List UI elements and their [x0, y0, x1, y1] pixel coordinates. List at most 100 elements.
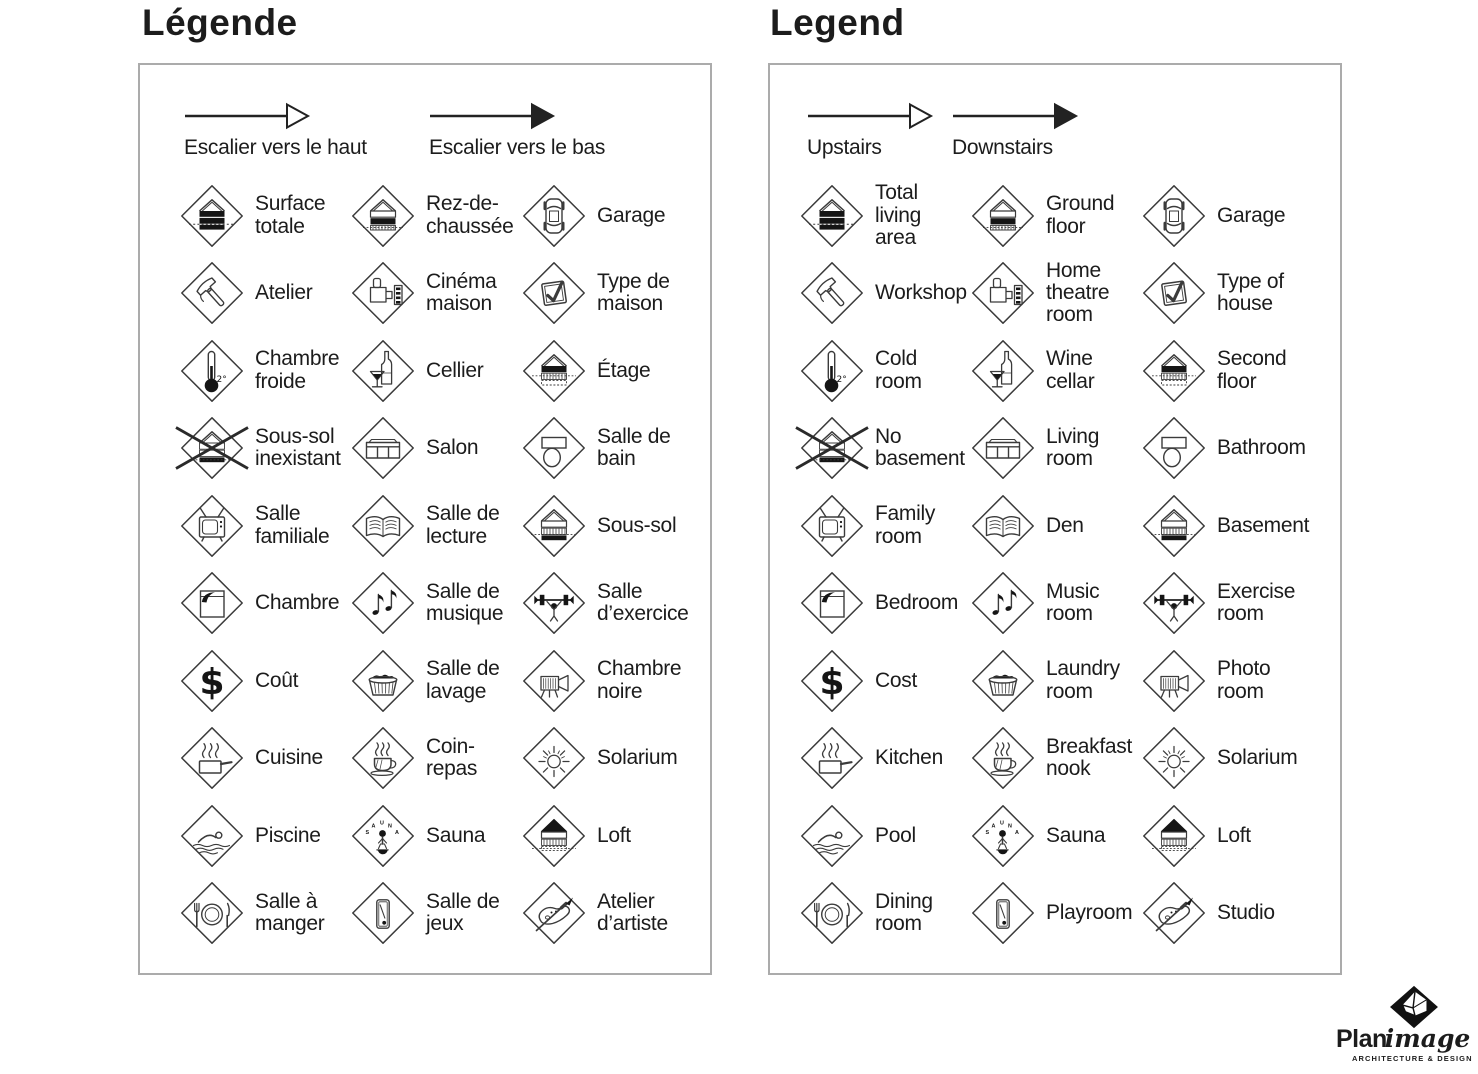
- legend-item-label: Rez-de- chaussée: [426, 192, 514, 238]
- basement-icon: [523, 494, 585, 557]
- legend-item-label: Total living area: [875, 181, 922, 249]
- legend-item-dining-room: Salle à manger: [180, 881, 351, 945]
- legend-item-label: Salle familiale: [255, 502, 330, 548]
- legend-item-label: Salle d’exercice: [597, 579, 689, 626]
- legend-item-laundry-room: Laundry room: [971, 649, 1142, 713]
- legend-item-exercise-room: Exercise room: [1142, 571, 1328, 635]
- legend-item-loft: Loft: [1142, 804, 1328, 868]
- legend-item-breakfast-nook: Breakfast nook: [971, 726, 1142, 790]
- legend-item-label: Salon: [426, 436, 479, 460]
- legend-item-label: Piscine: [255, 823, 321, 847]
- sauna-icon: [972, 804, 1034, 867]
- legend-item-bathroom: Salle de bain: [522, 416, 708, 480]
- legend-item-family-room: Family room: [800, 494, 971, 558]
- legend-item-sauna: Sauna: [971, 804, 1142, 868]
- photo-room-icon: [1143, 649, 1205, 712]
- legend-item-label: Ground floor: [1046, 192, 1115, 238]
- legend-item-house-type: Type de maison: [522, 261, 708, 325]
- sauna-icon: [352, 804, 414, 867]
- bathroom-icon: [523, 417, 585, 480]
- legend-item-label: Solarium: [1217, 746, 1298, 770]
- legend-item-label: Wine cellar: [1046, 347, 1095, 393]
- legend-item-label: Atelier: [255, 281, 313, 305]
- legend-item-label: Chambre noire: [597, 657, 682, 703]
- stairs-up-legend-entry: Escalier vers le haut: [184, 101, 367, 160]
- legend-item-house-type: Type of house: [1142, 261, 1328, 325]
- stairs-down-legend-entry: Escalier vers le bas: [429, 101, 605, 160]
- legend-item-music-room: Salle de musique: [351, 571, 522, 635]
- legend-item-bedroom: Chambre: [180, 571, 351, 635]
- pool-icon: [801, 804, 863, 867]
- legend-item-label: Bedroom: [875, 591, 959, 615]
- kitchen-icon: [801, 727, 863, 790]
- legend-item-exercise-room: Salle d’exercice: [522, 571, 708, 635]
- stairs-down-arrow-icon: [953, 102, 1079, 130]
- second-floor-icon: [1143, 339, 1205, 402]
- laundry-room-icon: [972, 649, 1034, 712]
- legend-item-cost: Coût: [180, 649, 351, 713]
- legend-item-wine-cellar: Cellier: [351, 339, 522, 403]
- no-basement-icon: [794, 417, 870, 480]
- stairs-down-label: Downstairs: [952, 136, 1053, 159]
- legend-item-label: Étage: [597, 358, 651, 382]
- legend-item-label: Breakfast nook: [1046, 734, 1133, 781]
- planimage-mark-icon: [1390, 985, 1438, 1029]
- solarium-icon: [523, 727, 585, 790]
- home-theatre-icon: [352, 262, 414, 325]
- legende-grid: Surface totale Rez-de- chaussée Garage Atel…: [174, 177, 708, 952]
- legend-item-playroom: Playroom: [971, 881, 1142, 945]
- legend-item-label: Type of house: [1217, 269, 1284, 316]
- legend-item-dining-room: Dining room: [800, 881, 971, 945]
- family-room-icon: [181, 494, 243, 557]
- cold-room-icon: [801, 339, 863, 402]
- legend-item-den: Den: [971, 494, 1142, 558]
- legend-item-pool: Pool: [800, 804, 971, 868]
- ground-floor-icon: [972, 184, 1034, 247]
- legend-item-label: Cellier: [426, 358, 484, 382]
- legend-item-studio: Atelier d’artiste: [522, 881, 708, 945]
- legend-item-label: Salle de musique: [426, 579, 504, 626]
- legend-item-label: Salle de jeux: [426, 889, 500, 936]
- legend-item-cold-room: Chambre froide: [180, 339, 351, 403]
- playroom-icon: [972, 882, 1034, 945]
- music-room-icon: [352, 572, 414, 635]
- legend-item-ground-floor: Rez-de- chaussée: [351, 184, 522, 248]
- legend-item-label: Workshop: [875, 281, 967, 305]
- legend-item-label: No basement: [875, 424, 965, 471]
- exercise-room-icon: [1143, 572, 1205, 635]
- legend-item-second-floor: Étage: [522, 339, 708, 403]
- legend-item-bedroom: Bedroom: [800, 571, 971, 635]
- cost-icon: [801, 649, 863, 712]
- legend-item-label: Studio: [1217, 901, 1275, 925]
- legend-item-living-room: Salon: [351, 416, 522, 480]
- legend-item-garage: Garage: [1142, 184, 1328, 248]
- legend-item-playroom: Salle de jeux: [351, 881, 522, 945]
- no-basement-icon: [174, 417, 250, 480]
- legend-item-solarium: Solarium: [1142, 726, 1328, 790]
- legend-item-photo-room: Photo room: [1142, 649, 1328, 713]
- legend-item-label: Living room: [1046, 424, 1100, 471]
- legend-item-studio: Studio: [1142, 881, 1328, 945]
- music-room-icon: [972, 572, 1034, 635]
- legend-item-label: Kitchen: [875, 746, 943, 770]
- brand-tagline: ARCHITECTURE & DESIGN: [1352, 1054, 1473, 1063]
- kitchen-icon: [181, 727, 243, 790]
- legend-item-workshop: Atelier: [180, 261, 351, 325]
- legend-item-label: Chambre froide: [255, 347, 340, 393]
- legend-item-no-basement: Sous-sol inexistant: [174, 416, 351, 480]
- legend-item-workshop: Workshop: [800, 261, 971, 325]
- den-icon: [972, 494, 1034, 557]
- legend-item-label: Surface totale: [255, 192, 326, 238]
- loft-icon: [1143, 804, 1205, 867]
- legend-item-label: Laundry room: [1046, 657, 1120, 703]
- ground-floor-icon: [352, 184, 414, 247]
- legend-item-label: Sauna: [1046, 823, 1106, 847]
- legend-item-cold-room: Cold room: [800, 339, 971, 403]
- house-type-icon: [1143, 262, 1205, 325]
- legend-item-wine-cellar: Wine cellar: [971, 339, 1142, 403]
- stairs-up-legend-entry: Upstairs: [807, 101, 934, 160]
- legend-item-bathroom: Bathroom: [1142, 416, 1328, 480]
- playroom-icon: [352, 882, 414, 945]
- legend-grid: Total living area Ground floor Garage Works…: [794, 177, 1328, 952]
- studio-icon: [1143, 882, 1205, 945]
